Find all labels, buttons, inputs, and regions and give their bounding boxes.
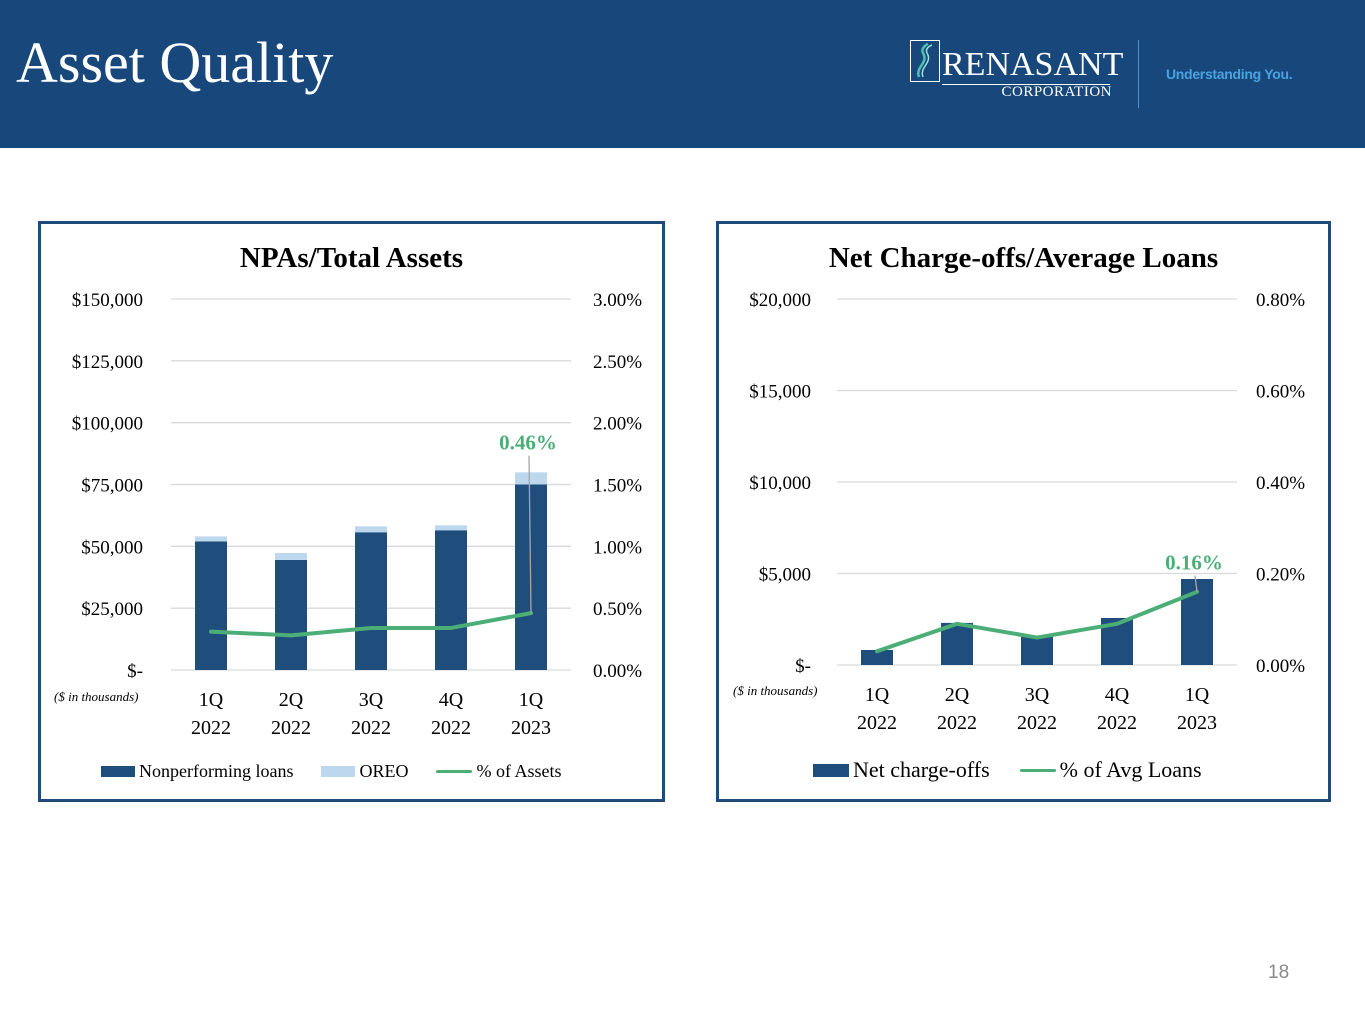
category-label-year: 2022 [191, 717, 231, 739]
right-axis-tick-label: 2.00% [593, 414, 642, 435]
left-axis-tick-label: $15,000 [749, 382, 811, 403]
page-title: Asset Quality [16, 30, 334, 95]
logo-rule [942, 84, 1110, 85]
right-axis-tick-label: 0.60% [1256, 382, 1305, 403]
category-label-quarter: 1Q [199, 689, 224, 711]
left-axis-tick-label: $5,000 [759, 565, 811, 586]
left-axis-tick-label: $10,000 [749, 473, 811, 494]
chart-title: NPAs/Total Assets [239, 242, 464, 274]
right-axis-tick-label: 2.50% [593, 352, 642, 373]
bar-oreo [435, 525, 467, 531]
bar-oreo [195, 536, 227, 542]
category-label-year: 2022 [857, 712, 897, 734]
category-label-quarter: 1Q [865, 684, 890, 706]
category-label-year: 2022 [271, 717, 311, 739]
legend-item-pct-avg-loans: % of Avg Loans [1019, 757, 1202, 783]
nco-chart-panel: Net Charge-offs/Average Loans $- 0.00% $5,… [716, 221, 1331, 802]
right-axis-tick-label: 0.00% [593, 661, 642, 682]
left-axis-tick-label: $- [127, 661, 143, 682]
npa-chart-panel: NPAs/Total Assets $- 0.00% $25,000 0.50% $50… [38, 221, 665, 802]
left-axis-tick-label: $20,000 [749, 290, 811, 311]
category-label-year: 2022 [431, 717, 471, 739]
legend-item-oreo: OREO [321, 761, 408, 782]
legend-swatch-oreo [321, 766, 356, 777]
renasant-emblem-icon [910, 40, 940, 82]
bar-nonperforming-loans [195, 541, 227, 670]
page-number: 18 [1268, 962, 1290, 983]
legend-swatch-nco [813, 763, 849, 777]
nco-chart: $- 0.00% $5,000 0.20% $10,000 0.40% $15,000 0.6… [749, 290, 1305, 734]
units-note: ($ in thousands) [733, 683, 818, 698]
data-label: 0.16% [1165, 551, 1223, 575]
category-label-year: 2023 [1177, 712, 1217, 734]
bar-net-charge-offs [1021, 635, 1053, 665]
bar-net-charge-offs [941, 622, 973, 665]
legend-line-pct-assets [436, 770, 473, 773]
bar-nonperforming-loans [275, 559, 307, 670]
right-axis-tick-label: 0.80% [1256, 290, 1305, 311]
legend-swatch-npl [101, 766, 135, 777]
right-axis-tick-label: 0.40% [1256, 473, 1305, 494]
legend-line-pct-avg-loans [1019, 768, 1056, 772]
right-axis-tick-label: 3.00% [593, 290, 642, 311]
left-axis-tick-label: $150,000 [72, 290, 143, 311]
right-axis-tick-label: 0.20% [1256, 565, 1305, 586]
category-label-quarter: 1Q [519, 689, 544, 711]
right-axis-tick-label: 0.00% [1256, 656, 1305, 677]
tagline: Understanding You. [1166, 66, 1293, 82]
category-label-quarter: 3Q [1025, 684, 1050, 706]
left-axis-tick-label: $125,000 [72, 352, 143, 373]
bar-nonperforming-loans [435, 530, 467, 670]
chart-legend: Nonperforming loans OREO % of Assets [101, 761, 561, 782]
legend-item-pct-assets: % of Assets [436, 761, 561, 782]
company-logo: RENASANT CORPORATION [910, 40, 1123, 102]
bar-oreo [275, 553, 307, 560]
category-label-year: 2022 [351, 717, 391, 739]
npa-chart: $- 0.00% $25,000 0.50% $50,000 1.00% $75,000 1.… [72, 290, 643, 739]
right-axis-tick-label: 1.50% [593, 476, 642, 497]
legend-label: Nonperforming loans [139, 761, 294, 781]
chart-legend: Net charge-offs % of Avg Loans [813, 757, 1202, 783]
right-axis-tick-label: 1.00% [593, 537, 642, 558]
bar-nonperforming-loans [355, 532, 387, 670]
category-label-year: 2022 [1097, 712, 1137, 734]
category-label-year: 2022 [937, 712, 977, 734]
legend-item-net-charge-offs: Net charge-offs [813, 757, 990, 783]
left-axis-tick-label: $25,000 [81, 599, 143, 620]
bar-oreo [355, 526, 387, 533]
data-label-leader-line [528, 455, 532, 614]
legend-label: Net charge-offs [853, 757, 990, 782]
category-label-year: 2023 [511, 717, 551, 739]
units-note: ($ in thousands) [54, 689, 139, 704]
legend-label: % of Assets [476, 761, 562, 781]
category-label-quarter: 2Q [279, 689, 304, 711]
slide-header: Asset Quality RENASANT CORPORATION Under… [0, 0, 1365, 148]
logo-subtitle: CORPORATION [1001, 84, 1112, 100]
left-axis-tick-label: $50,000 [81, 537, 143, 558]
category-label-quarter: 2Q [945, 684, 970, 706]
bar-oreo [515, 472, 547, 485]
legend-item-nonperforming-loans: Nonperforming loans [101, 761, 293, 782]
category-label-quarter: 1Q [1185, 684, 1210, 706]
category-label-quarter: 4Q [1105, 684, 1130, 706]
category-label-quarter: 3Q [359, 689, 384, 711]
logo-divider [1138, 40, 1139, 108]
data-label-leader-line [1194, 575, 1198, 592]
left-axis-tick-label: $- [795, 656, 811, 677]
left-axis-tick-label: $100,000 [72, 414, 143, 435]
right-axis-tick-label: 0.50% [593, 599, 642, 620]
category-label-quarter: 4Q [439, 689, 464, 711]
legend-label: % of Avg Loans [1059, 757, 1202, 782]
chart-title: Net Charge-offs/Average Loans [828, 242, 1219, 274]
bar-net-charge-offs [861, 649, 893, 665]
data-label: 0.46% [499, 431, 557, 455]
category-label-year: 2022 [1017, 712, 1057, 734]
logo-name: RENASANT [942, 46, 1124, 83]
left-axis-tick-label: $75,000 [81, 476, 143, 497]
legend-label: OREO [359, 761, 409, 781]
